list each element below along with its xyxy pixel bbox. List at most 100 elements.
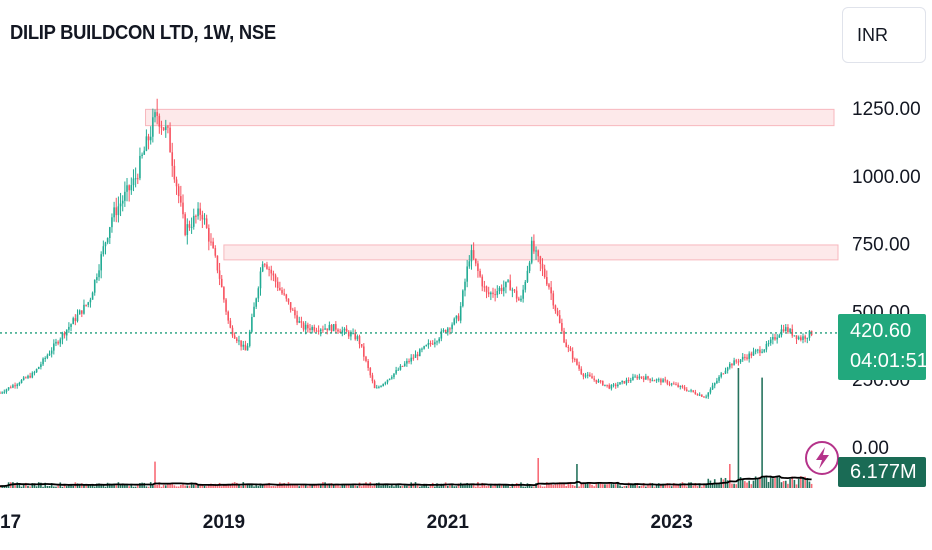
candle	[744, 353, 746, 361]
volume-bar	[614, 483, 617, 488]
candle	[304, 321, 307, 335]
candle	[722, 373, 725, 375]
candle	[255, 297, 257, 309]
resistance-zones	[145, 108, 839, 261]
candle	[190, 217, 193, 234]
volume-bar	[636, 483, 639, 488]
candle	[657, 377, 660, 383]
candle	[490, 291, 492, 301]
candle-body	[645, 376, 647, 380]
candle	[578, 361, 580, 371]
candle-body	[483, 286, 486, 288]
candle-body	[629, 380, 632, 382]
candle	[791, 324, 794, 338]
candle-body	[177, 186, 180, 197]
volume-bar	[78, 484, 81, 488]
candle-body	[29, 375, 31, 378]
volume-bar	[115, 485, 118, 488]
candle-body	[203, 218, 206, 220]
candle-body	[83, 304, 85, 314]
candle-body	[477, 263, 479, 271]
candle-body	[578, 364, 580, 369]
candle	[683, 385, 686, 391]
volume-bar	[490, 484, 492, 488]
candle-body	[70, 324, 72, 327]
candle	[713, 382, 716, 389]
volume-bar	[229, 484, 232, 488]
candle-body	[22, 377, 25, 380]
volume-bar	[638, 486, 641, 488]
candle	[649, 378, 651, 383]
volume-bar	[446, 485, 449, 488]
candle	[287, 298, 290, 305]
candle	[227, 310, 229, 324]
currency-button[interactable]: INR	[842, 7, 926, 63]
candle-body	[556, 310, 559, 316]
volume-bar	[685, 486, 688, 488]
candle-body	[474, 258, 477, 264]
volume-bar	[186, 485, 189, 488]
volume-bar	[442, 483, 445, 488]
volume-bar	[668, 485, 671, 488]
volume-bar	[195, 483, 197, 488]
candle-body	[459, 306, 462, 321]
candle	[380, 385, 382, 388]
candle-body	[513, 289, 516, 291]
candle-body	[184, 214, 186, 235]
candle	[539, 255, 542, 272]
candle	[274, 273, 277, 288]
candle	[429, 340, 432, 347]
candle-body	[283, 293, 285, 295]
candle-body	[186, 224, 189, 235]
volume-bar	[304, 484, 307, 488]
candle-body	[341, 330, 344, 333]
candle	[442, 328, 445, 333]
candle	[679, 385, 682, 390]
candle	[145, 129, 148, 152]
candle-body	[625, 379, 628, 384]
candle	[169, 122, 171, 153]
candle	[395, 366, 397, 375]
candle-body	[188, 224, 191, 228]
candle	[119, 192, 122, 217]
candle-body	[233, 335, 236, 339]
candle	[408, 358, 410, 364]
candle-body	[761, 351, 763, 353]
candle-body	[436, 341, 438, 343]
candle	[427, 339, 430, 349]
candle-body	[5, 389, 8, 392]
candle-body	[774, 337, 776, 340]
volume-bar	[593, 486, 595, 488]
candle-body	[582, 373, 585, 377]
volume-bar	[298, 486, 301, 488]
volume-bar	[147, 486, 150, 488]
candle	[795, 335, 798, 344]
candle-body	[238, 340, 240, 342]
candle-body	[765, 343, 768, 350]
candle	[0, 391, 1, 394]
candle-body	[614, 384, 617, 387]
volume-bar	[27, 485, 29, 488]
candle	[787, 324, 789, 334]
candle-body	[309, 328, 311, 331]
lightning-bolt-icon[interactable]	[805, 441, 839, 475]
candle	[98, 264, 100, 281]
volume-bar	[285, 485, 288, 488]
volume-bar	[608, 483, 611, 488]
candle	[83, 299, 85, 315]
candle-body	[7, 387, 10, 390]
candle	[251, 313, 253, 333]
candle-body	[724, 370, 727, 374]
candle	[132, 169, 135, 192]
candle	[367, 359, 369, 371]
volume-bar	[251, 483, 253, 488]
volume-bar	[162, 484, 165, 488]
volume-bar	[647, 484, 649, 488]
volume-bar	[731, 483, 733, 488]
volume-bar	[167, 483, 169, 488]
candle	[76, 309, 79, 323]
volume-bar	[339, 486, 341, 488]
volume-bar	[173, 485, 176, 488]
candle	[242, 340, 245, 350]
